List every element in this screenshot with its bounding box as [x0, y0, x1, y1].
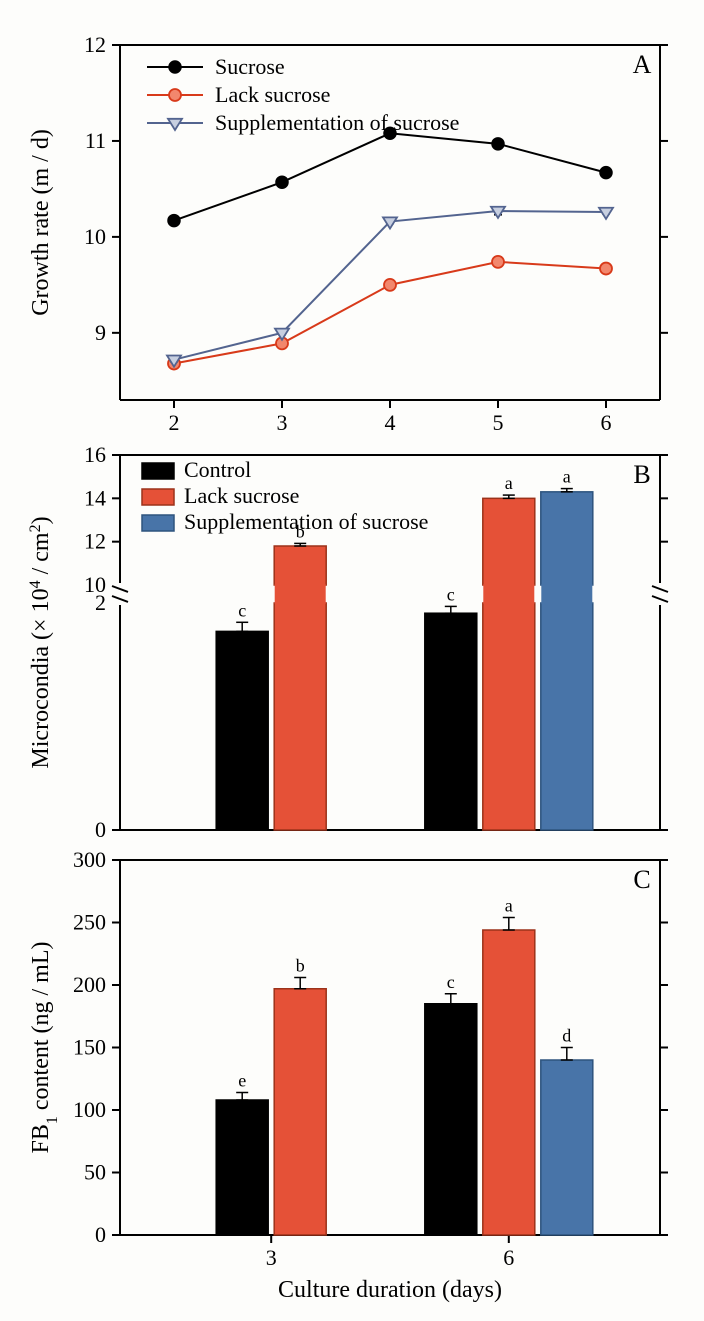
svg-text:Control: Control: [184, 457, 251, 482]
svg-text:A: A: [633, 50, 652, 79]
svg-text:50: 50: [84, 1160, 106, 1185]
svg-text:Lack sucrose: Lack sucrose: [215, 82, 330, 107]
svg-text:12: 12: [84, 529, 106, 554]
svg-text:c: c: [447, 972, 455, 992]
svg-text:a: a: [505, 473, 513, 493]
svg-text:Supplementation of sucrose: Supplementation of sucrose: [215, 110, 459, 135]
svg-text:b: b: [296, 956, 305, 976]
svg-text:a: a: [505, 896, 513, 916]
svg-text:Growth rate (m / d): Growth rate (m / d): [28, 129, 54, 316]
svg-text:Lack sucrose: Lack sucrose: [184, 483, 299, 508]
svg-text:e: e: [238, 1071, 246, 1091]
svg-text:100: 100: [73, 1097, 106, 1122]
svg-text:2: 2: [169, 410, 180, 435]
svg-text:C: C: [633, 865, 650, 894]
svg-text:10: 10: [84, 224, 106, 249]
svg-text:16: 16: [84, 442, 106, 467]
svg-text:c: c: [238, 600, 246, 620]
svg-text:3: 3: [277, 410, 288, 435]
svg-text:11: 11: [85, 128, 106, 153]
svg-text:0: 0: [95, 1222, 106, 1247]
svg-text:12: 12: [84, 32, 106, 57]
svg-text:Supplementation of sucrose: Supplementation of sucrose: [184, 509, 428, 534]
svg-text:Microcondia (× 104 / cm2): Microcondia (× 104 / cm2): [27, 516, 55, 768]
svg-text:3: 3: [266, 1245, 277, 1270]
svg-text:250: 250: [73, 910, 106, 935]
svg-text:2: 2: [95, 590, 106, 615]
svg-text:5: 5: [493, 410, 504, 435]
figure-svg: 9 10 11 12 2 3 4 5 6 A Growth rate (m / d) Sucrose L…: [0, 0, 704, 1321]
svg-text:a: a: [563, 467, 571, 487]
svg-text:B: B: [633, 460, 650, 489]
svg-text:0: 0: [95, 817, 106, 842]
svg-text:200: 200: [73, 972, 106, 997]
svg-text:d: d: [562, 1026, 571, 1046]
svg-text:150: 150: [73, 1035, 106, 1060]
svg-text:300: 300: [73, 847, 106, 872]
svg-text:9: 9: [95, 320, 106, 345]
svg-text:14: 14: [84, 485, 106, 510]
figure-root: 9 10 11 12 2 3 4 5 6 A Growth rate (m / d) Sucrose L…: [0, 0, 704, 1321]
svg-text:4: 4: [385, 410, 396, 435]
svg-text:6: 6: [601, 410, 612, 435]
svg-text:Sucrose: Sucrose: [215, 54, 285, 79]
svg-text:FB1 content (ng / mL): FB1 content (ng / mL): [28, 942, 61, 1154]
svg-text:6: 6: [503, 1245, 514, 1270]
svg-text:c: c: [447, 584, 455, 604]
svg-text:Culture duration (days): Culture duration (days): [278, 1277, 502, 1303]
